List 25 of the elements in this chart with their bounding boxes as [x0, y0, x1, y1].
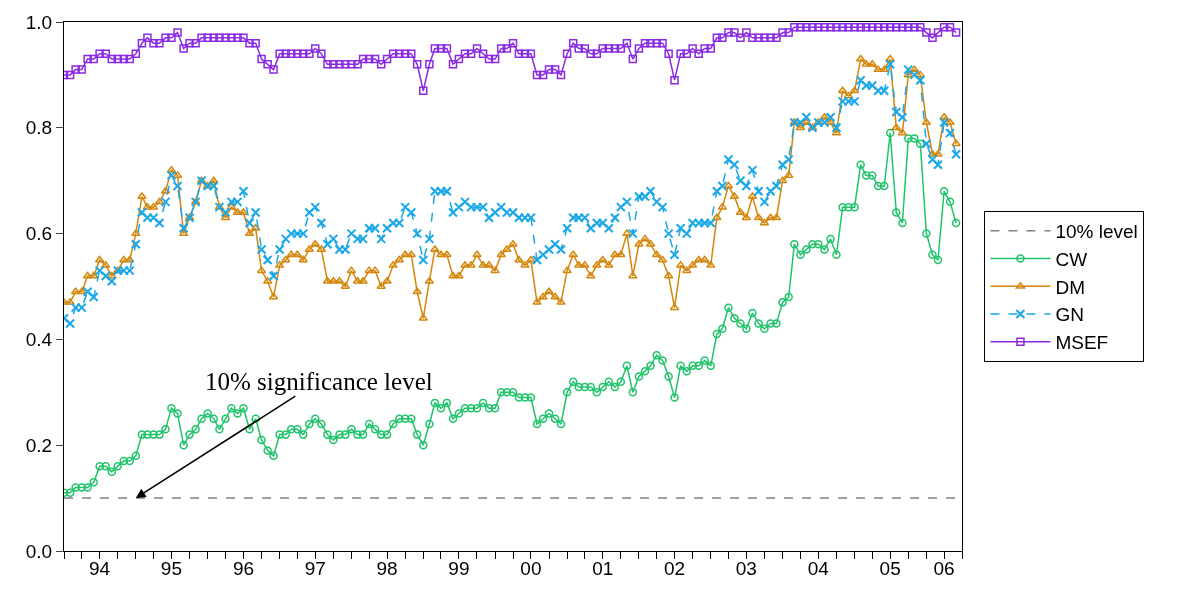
y-tick-label: 0.4 [25, 329, 53, 351]
legend-label: GN [1055, 304, 1084, 326]
x-tick-label: 95 [160, 557, 182, 579]
x-tick-label: 98 [376, 557, 398, 579]
annotation: 10% significance level [205, 368, 433, 395]
y-tick-label: 0.0 [25, 540, 53, 562]
x-tick-label: 96 [232, 557, 255, 579]
y-tick-label: 0.8 [25, 117, 53, 139]
legend-label: 10% level [1055, 221, 1138, 243]
legend-label: DM [1055, 276, 1086, 298]
y-tick-label: 0.6 [25, 223, 53, 245]
legend-label: MSEF [1055, 332, 1109, 354]
x-tick-label: 04 [807, 557, 830, 579]
legend-label: CW [1055, 248, 1088, 270]
y-tick-label: 1.0 [25, 11, 53, 33]
x-tick-label: 05 [879, 557, 901, 579]
x-tick-label: 02 [663, 557, 686, 579]
x-tick-label: 94 [89, 557, 111, 579]
x-tick-label: 03 [735, 557, 757, 579]
x-tick-label: 06 [933, 557, 955, 579]
x-tick-label: 00 [520, 557, 542, 579]
x-tick-label: 01 [592, 557, 614, 579]
x-tick-label: 97 [304, 557, 326, 579]
x-tick-label: 99 [448, 557, 470, 579]
y-tick-label: 0.2 [25, 434, 53, 456]
